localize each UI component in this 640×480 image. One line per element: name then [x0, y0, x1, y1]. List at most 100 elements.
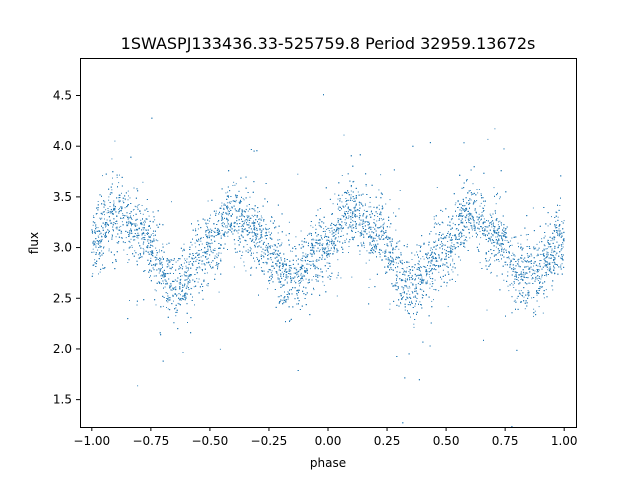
data-point: [208, 234, 210, 236]
data-point: [227, 214, 229, 216]
data-point: [251, 214, 253, 216]
data-point: [200, 240, 202, 242]
data-point: [116, 242, 118, 244]
data-point: [237, 232, 239, 234]
data-point: [297, 276, 298, 278]
data-point: [419, 270, 421, 271]
data-point: [454, 253, 456, 255]
data-point: [534, 270, 536, 272]
data-point: [216, 256, 218, 258]
data-point: [482, 215, 484, 217]
data-point: [543, 297, 545, 299]
data-point: [537, 280, 539, 281]
data-point: [348, 215, 350, 217]
data-point: [271, 216, 272, 218]
data-point: [521, 278, 523, 280]
data-point: [98, 273, 99, 275]
data-point: [289, 269, 291, 271]
data-point: [125, 237, 127, 239]
data-point: [119, 210, 121, 212]
data-point: [423, 258, 425, 260]
data-point: [416, 292, 418, 294]
data-point: [404, 262, 405, 263]
data-point: [291, 250, 293, 252]
data-point: [240, 201, 242, 203]
data-point: [492, 235, 494, 237]
data-point: [104, 214, 105, 216]
data-point: [260, 226, 262, 227]
data-point: [235, 199, 237, 201]
data-point: [380, 174, 382, 176]
data-point: [530, 260, 532, 261]
data-point: [558, 228, 560, 230]
data-point: [428, 274, 430, 275]
data-point: [315, 260, 317, 262]
data-point: [172, 294, 174, 296]
data-point: [374, 245, 376, 246]
data-point: [415, 297, 417, 298]
data-point: [353, 220, 355, 222]
data-point: [357, 245, 359, 247]
data-point: [459, 213, 460, 215]
data-point: [242, 251, 244, 253]
data-point: [516, 297, 518, 299]
data-point: [180, 267, 182, 269]
data-point: [241, 235, 243, 237]
data-point: [457, 206, 459, 208]
data-point: [463, 235, 465, 237]
data-point: [434, 223, 436, 225]
data-point: [554, 251, 556, 253]
data-point: [309, 232, 311, 234]
data-point: [561, 236, 563, 237]
data-point: [336, 227, 338, 228]
data-point: [512, 252, 514, 254]
data-point: [521, 274, 523, 276]
data-point: [527, 265, 529, 267]
data-point: [245, 209, 247, 211]
data-point: [226, 212, 228, 214]
data-point: [248, 227, 250, 228]
data-point: [121, 232, 123, 234]
data-point: [206, 284, 208, 286]
data-point: [359, 222, 361, 224]
data-point: [445, 252, 447, 254]
data-point: [232, 185, 234, 186]
data-point: [231, 206, 232, 208]
data-point: [371, 231, 373, 233]
data-point: [553, 239, 555, 241]
data-point: [224, 235, 226, 237]
data-point: [546, 251, 548, 253]
data-point: [312, 226, 314, 228]
data-point: [302, 279, 304, 281]
data-point: [562, 243, 564, 245]
data-point: [448, 254, 449, 255]
data-point: [124, 198, 126, 200]
data-point: [287, 291, 289, 293]
data-point: [336, 295, 338, 297]
data-point: [450, 219, 452, 221]
data-point: [194, 304, 195, 306]
data-point: [192, 258, 194, 260]
data-point: [163, 282, 164, 284]
data-point: [301, 268, 302, 270]
data-point: [550, 251, 552, 253]
data-point: [116, 176, 118, 178]
data-point: [380, 212, 382, 214]
data-point: [504, 264, 506, 266]
data-point: [131, 219, 133, 220]
data-point: [93, 251, 95, 253]
data-point: [552, 289, 554, 291]
data-point: [245, 229, 247, 231]
data-point: [242, 221, 244, 223]
data-point: [559, 233, 561, 235]
data-point: [474, 228, 476, 230]
data-point: [561, 234, 563, 236]
data-point: [380, 238, 382, 240]
data-point: [284, 279, 286, 280]
data-point: [302, 265, 304, 267]
data-point: [287, 297, 289, 299]
data-point: [261, 240, 263, 242]
data-point: [406, 243, 408, 245]
data-point: [514, 299, 516, 301]
data-point: [254, 233, 256, 235]
